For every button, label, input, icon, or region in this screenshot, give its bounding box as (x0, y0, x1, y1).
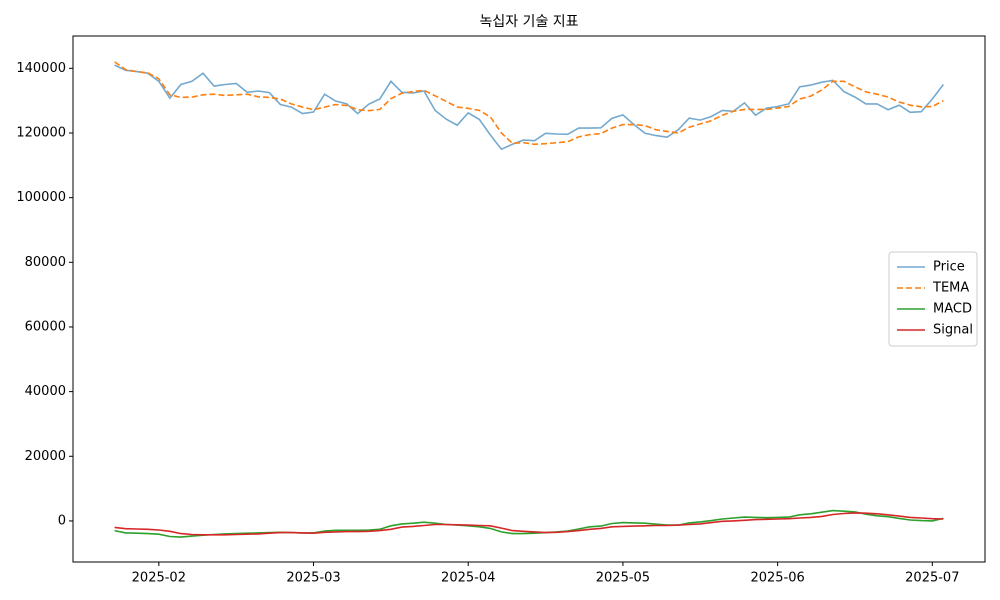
y-tick-label: 80000 (25, 255, 66, 270)
chart-title: 녹십자 기술 지표 (479, 14, 578, 30)
plot-frame (72, 35, 986, 563)
legend-box (888, 251, 978, 347)
x-tick-label: 2025-06 (750, 571, 804, 586)
legend: Price TEMA MACD Signal (888, 251, 978, 347)
x-tick-label: 2025-02 (132, 571, 186, 586)
series-line (114, 512, 944, 536)
y-tick-label: 140000 (16, 61, 66, 76)
y-tick-label: 60000 (25, 319, 66, 334)
y-tick-label: 40000 (25, 384, 66, 399)
x-tick-label: 2025-03 (286, 571, 340, 586)
y-tick-label: 120000 (16, 125, 66, 140)
legend-label: TEMA (932, 281, 969, 296)
series-line (114, 64, 945, 151)
series-line (114, 509, 944, 538)
legend-label: Price (933, 260, 965, 275)
x-tick-label: 2025-04 (441, 571, 495, 586)
series-line (114, 61, 944, 146)
y-tick-label: 100000 (16, 190, 66, 205)
y-tick-label: 0 (58, 513, 66, 528)
x-tick-label: 2025-07 (905, 571, 959, 586)
y-tick-label: 20000 (25, 449, 66, 464)
legend-label: Signal (933, 323, 973, 338)
legend-label: MACD (933, 302, 972, 317)
x-tick-label: 2025-05 (596, 571, 650, 586)
